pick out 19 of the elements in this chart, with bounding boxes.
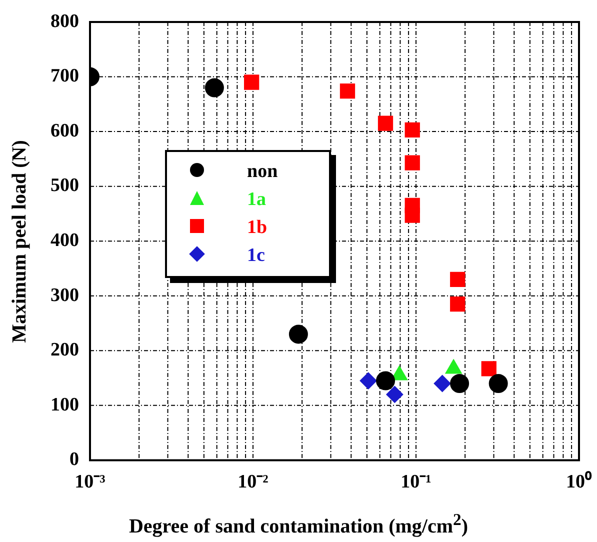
x-tick-label: 10⁻¹ xyxy=(400,472,432,493)
legend-label: non xyxy=(246,161,278,183)
y-tick-label: 400 xyxy=(50,230,79,252)
y-tick-label: 800 xyxy=(50,10,79,32)
y-tick-label: 700 xyxy=(50,66,79,87)
legend-label: 1b xyxy=(246,217,268,239)
legend-label: 1a xyxy=(246,189,266,211)
x-tick-label: 10⁻³ xyxy=(74,472,106,493)
y-tick-label: 300 xyxy=(50,284,79,306)
y-tick-label: 500 xyxy=(50,175,79,196)
y-tick-label: 600 xyxy=(50,120,79,142)
x-tick-label: 10⁰ xyxy=(566,470,592,493)
legend-label: 1c xyxy=(246,245,265,267)
x-axis-title: Degree of sand contamination (mg/cm$^{2}$) xyxy=(128,510,470,539)
x-tick-label: 10⁻² xyxy=(238,472,269,493)
y-axis-title: Maximum peel load (N) xyxy=(8,139,32,345)
y-tick-label: 0 xyxy=(70,449,79,470)
y-tick-label: 100 xyxy=(50,394,79,416)
y-tick-label: 200 xyxy=(50,340,79,361)
